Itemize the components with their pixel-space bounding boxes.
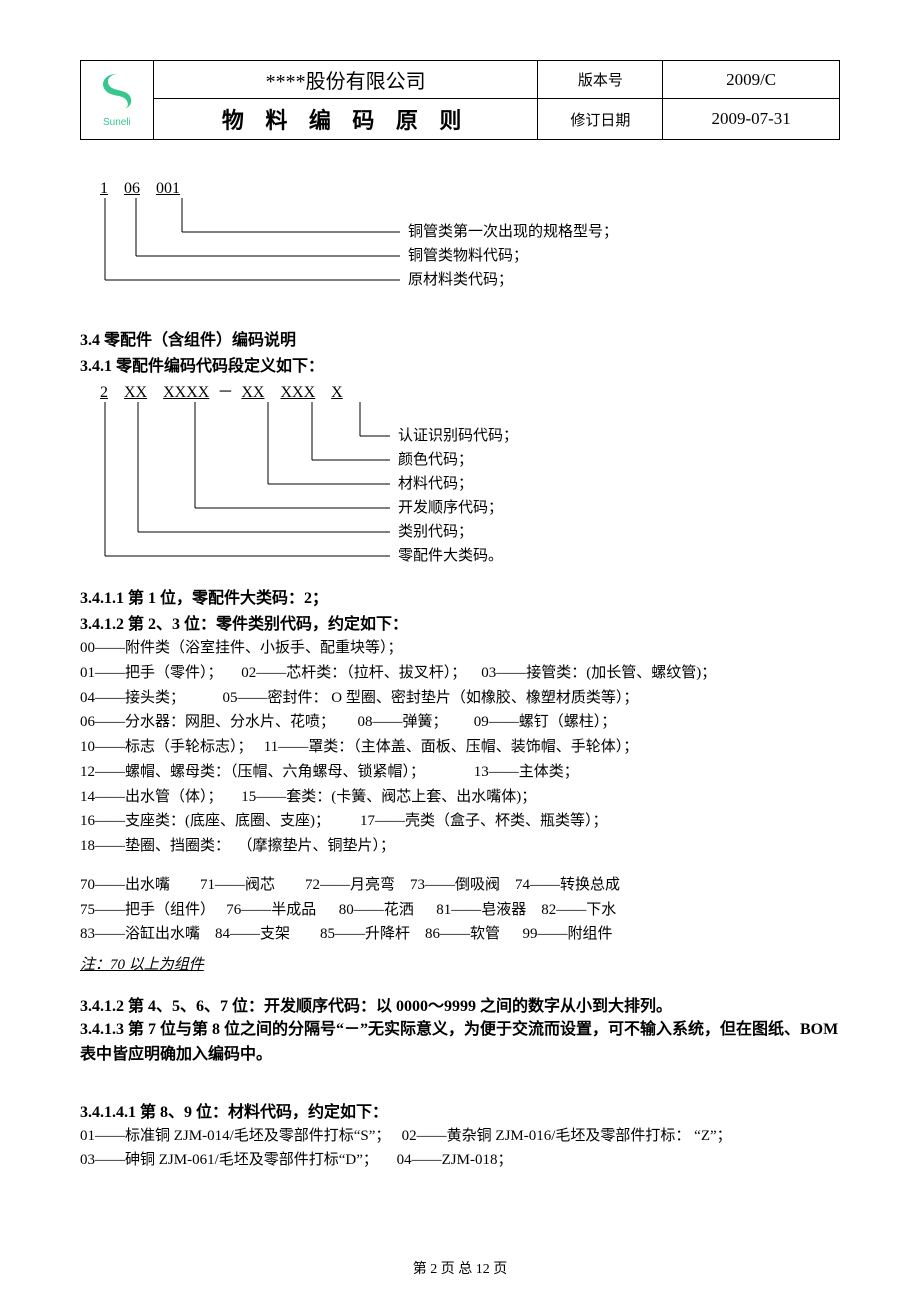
- category-list-2: 70——出水嘴 71——阀芯 72——月亮弯 73——倒吸阀 74——转换总成 …: [80, 873, 840, 947]
- tree1-code-2: 001: [156, 180, 180, 197]
- mat-line: 03——砷铜 ZJM-061/毛坯及零部件打标“D”； 04——ZJM-018；: [80, 1148, 840, 1173]
- cat-line: 14——出水管（体）； 15——套类：(卡簧、阀芯上套、出水嘴体)；: [80, 785, 840, 810]
- tree2-code-5: XXX: [280, 384, 315, 401]
- cat-line: 75——把手（组件） 76——半成品 80——花洒 81——皂液器 82——下水: [80, 898, 840, 923]
- version-value: 2009/C: [663, 61, 840, 99]
- code-tree-1: 1 06 001 铜管类第一次出现的规格型号； 铜管类物料代码； 原材料类代码；: [100, 180, 840, 298]
- heading-3-4-1-2b: 3.4.1.2 第 4、5、6、7 位：开发顺序代码：以 0000～9999 之…: [80, 992, 840, 1016]
- cat-line: 18——垫圈、挡圈类： （摩擦垫片、铜垫片）；: [80, 834, 840, 859]
- document-header: Suneli ****股份有限公司 版本号 2009/C 物 料 编 码 原 则…: [80, 60, 840, 140]
- tree2-code-1: XX: [124, 384, 147, 401]
- cat-line: 12——螺帽、螺母类：（压帽、六角螺母、锁紧帽）； 13——主体类；: [80, 760, 840, 785]
- cat-line: 01——把手（零件）； 02——芯杆类：（拉杆、拔叉杆）； 03——接管类：(加…: [80, 661, 840, 686]
- tree2-label-2: 材料代码；: [398, 475, 473, 492]
- material-list: 01——标准铜 ZJM-014/毛坯及零部件打标“S”； 02——黄杂铜 ZJM…: [80, 1124, 840, 1174]
- tree1-codes: 1 06 001: [100, 180, 840, 198]
- tree2-code-3: －: [217, 384, 233, 401]
- tree2-lines-icon: 认证识别码代码； 颜色代码； 材料代码； 开发顺序代码； 类别代码； 零配件大类…: [100, 402, 800, 570]
- revdate-label: 修订日期: [538, 99, 663, 140]
- tree1-code-0: 1: [100, 180, 108, 197]
- company-name: ****股份有限公司: [153, 61, 538, 99]
- heading-3-4-1-3: 3.4.1.3 第 7 位与第 8 位之间的分隔号“－”无实际意义，为便于交流而…: [80, 1018, 840, 1068]
- note-70: 注：70 以上为组件: [80, 953, 840, 974]
- heading-3-4-1-1: 3.4.1.1 第 1 位，零配件大类码：2；: [80, 584, 840, 608]
- tree1-label-2: 原材料类代码；: [408, 271, 513, 288]
- tree2-label-1: 颜色代码；: [398, 451, 473, 468]
- tree1-label-1: 铜管类物料代码；: [408, 247, 528, 264]
- tree1-label-0: 铜管类第一次出现的规格型号；: [408, 222, 618, 240]
- tree2-code-0: 2: [100, 384, 108, 401]
- category-list-1: 00——附件类（浴室挂件、小扳手、配重块等）； 01——把手（零件）； 02——…: [80, 636, 840, 859]
- cat-line: 06——分水器：网胆、分水片、花喷； 08——弹簧； 09——螺钉（螺柱）；: [80, 710, 840, 735]
- heading-3-4-1-4-1: 3.4.1.4.1 第 8、9 位：材料代码，约定如下：: [80, 1098, 840, 1122]
- tree2-codes: 2 XX XXXX － XX XXX X: [100, 378, 840, 402]
- tree2-label-3: 开发顺序代码；: [398, 499, 503, 516]
- cat-line: 00——附件类（浴室挂件、小扳手、配重块等）；: [80, 636, 840, 661]
- cat-line: 16——支座类：(底座、底圈、支座)； 17——壳类（盒子、杯类、瓶类等）；: [80, 809, 840, 834]
- version-label: 版本号: [538, 61, 663, 99]
- tree1-lines-icon: 铜管类第一次出现的规格型号； 铜管类物料代码； 原材料类代码；: [100, 198, 800, 298]
- heading-3-4: 3.4 零配件（含组件）编码说明: [80, 326, 840, 350]
- cat-line: 83——浴缸出水嘴 84——支架 85——升降杆 86——软管 99——附组件: [80, 922, 840, 947]
- tree2-code-2: XXXX: [163, 384, 209, 401]
- heading-3-4-1-2a: 3.4.1.2 第 2、3 位：零件类别代码，约定如下：: [80, 610, 840, 634]
- tree2-code-4: XX: [241, 384, 264, 401]
- cat-line: 04——接头类； 05——密封件： O 型圈、密封垫片（如橡胶、橡塑材质类等）；: [80, 686, 840, 711]
- mat-line: 01——标准铜 ZJM-014/毛坯及零部件打标“S”； 02——黄杂铜 ZJM…: [80, 1124, 840, 1149]
- tree2-label-4: 类别代码；: [398, 523, 473, 540]
- heading-3-4-1: 3.4.1 零配件编码代码段定义如下：: [80, 352, 840, 376]
- code-tree-2: 2 XX XXXX － XX XXX X 认证识别码代码； 颜色代码； 材料代码…: [100, 378, 840, 570]
- logo-cell: Suneli: [81, 61, 154, 140]
- cat-line: 70——出水嘴 71——阀芯 72——月亮弯 73——倒吸阀 74——转换总成: [80, 873, 840, 898]
- tree2-label-5: 零配件大类码。: [398, 547, 503, 564]
- page-footer: 第 2 页 总 12 页: [0, 1258, 920, 1278]
- tree2-code-6: X: [331, 384, 343, 401]
- revdate-value: 2009-07-31: [663, 99, 840, 140]
- logo-text: Suneli: [87, 117, 147, 128]
- cat-line: 10——标志（手轮标志）； 11——罩类：（主体盖、面板、压帽、装饰帽、手轮体）…: [80, 735, 840, 760]
- doc-title: 物 料 编 码 原 则: [153, 99, 538, 140]
- suneli-logo-icon: [94, 72, 140, 112]
- tree1-code-1: 06: [124, 180, 140, 197]
- tree2-label-0: 认证识别码代码；: [398, 427, 518, 444]
